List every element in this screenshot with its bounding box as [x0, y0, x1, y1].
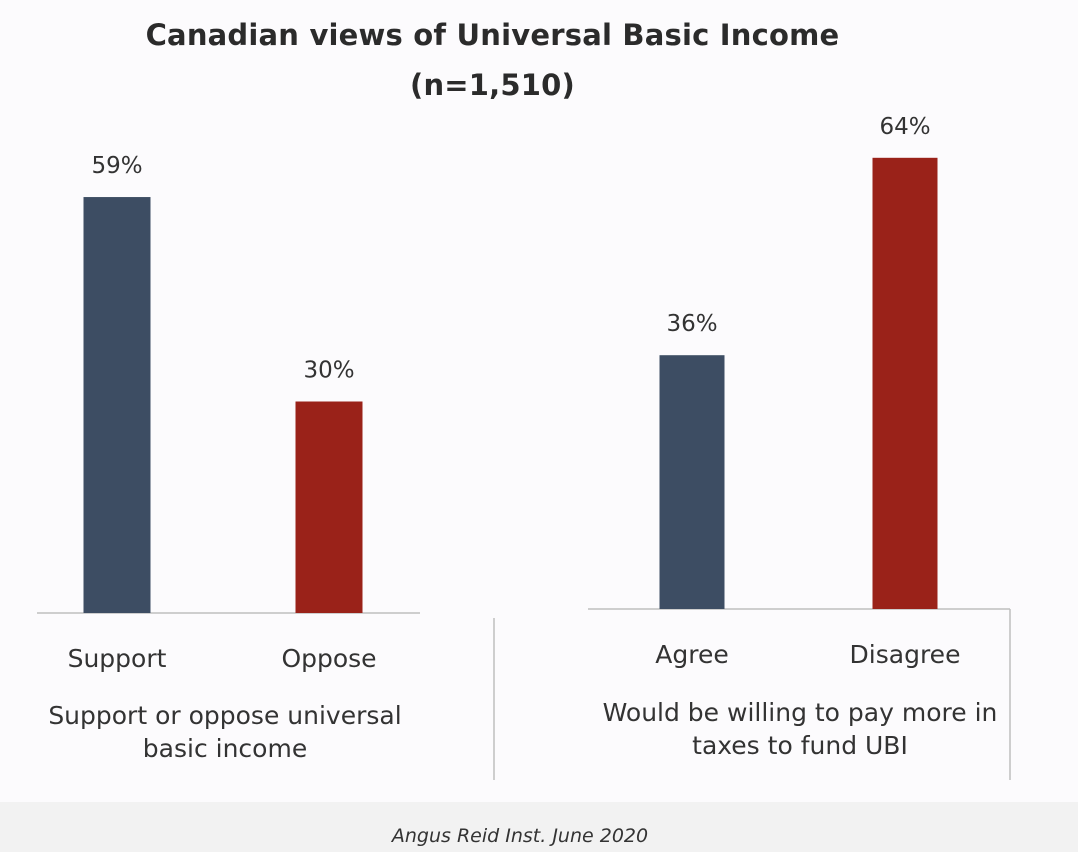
- data-label-disagree: 64%: [879, 114, 930, 140]
- source-footer: Angus Reid Inst. June 2020: [0, 802, 1078, 852]
- data-label-agree: 36%: [666, 311, 717, 337]
- bar-disagree: [872, 157, 938, 610]
- data-label-support: 59%: [91, 153, 142, 179]
- category-label-support: Support: [68, 644, 167, 673]
- right-panel-xlabel: Would be willing to pay more in taxes to…: [602, 698, 998, 760]
- data-label-oppose: 30%: [303, 358, 354, 384]
- chart-title: Canadian views of Universal Basic Income: [145, 18, 840, 52]
- bar-agree: [659, 355, 725, 609]
- left-panel-xlabel: Support or oppose universal basic income: [48, 701, 402, 763]
- category-label-agree: Agree: [655, 640, 728, 669]
- chart-svg: 59% Support 30% Oppose 36% Agree 64% Disagree: [37, 114, 1011, 780]
- chart-subtitle: (n=1,510): [410, 68, 575, 102]
- source-text: Angus Reid Inst. June 2020: [391, 825, 649, 847]
- bar-oppose: [295, 401, 363, 613]
- category-label-oppose: Oppose: [281, 644, 376, 673]
- bar-support: [83, 197, 151, 614]
- category-label-disagree: Disagree: [850, 640, 961, 669]
